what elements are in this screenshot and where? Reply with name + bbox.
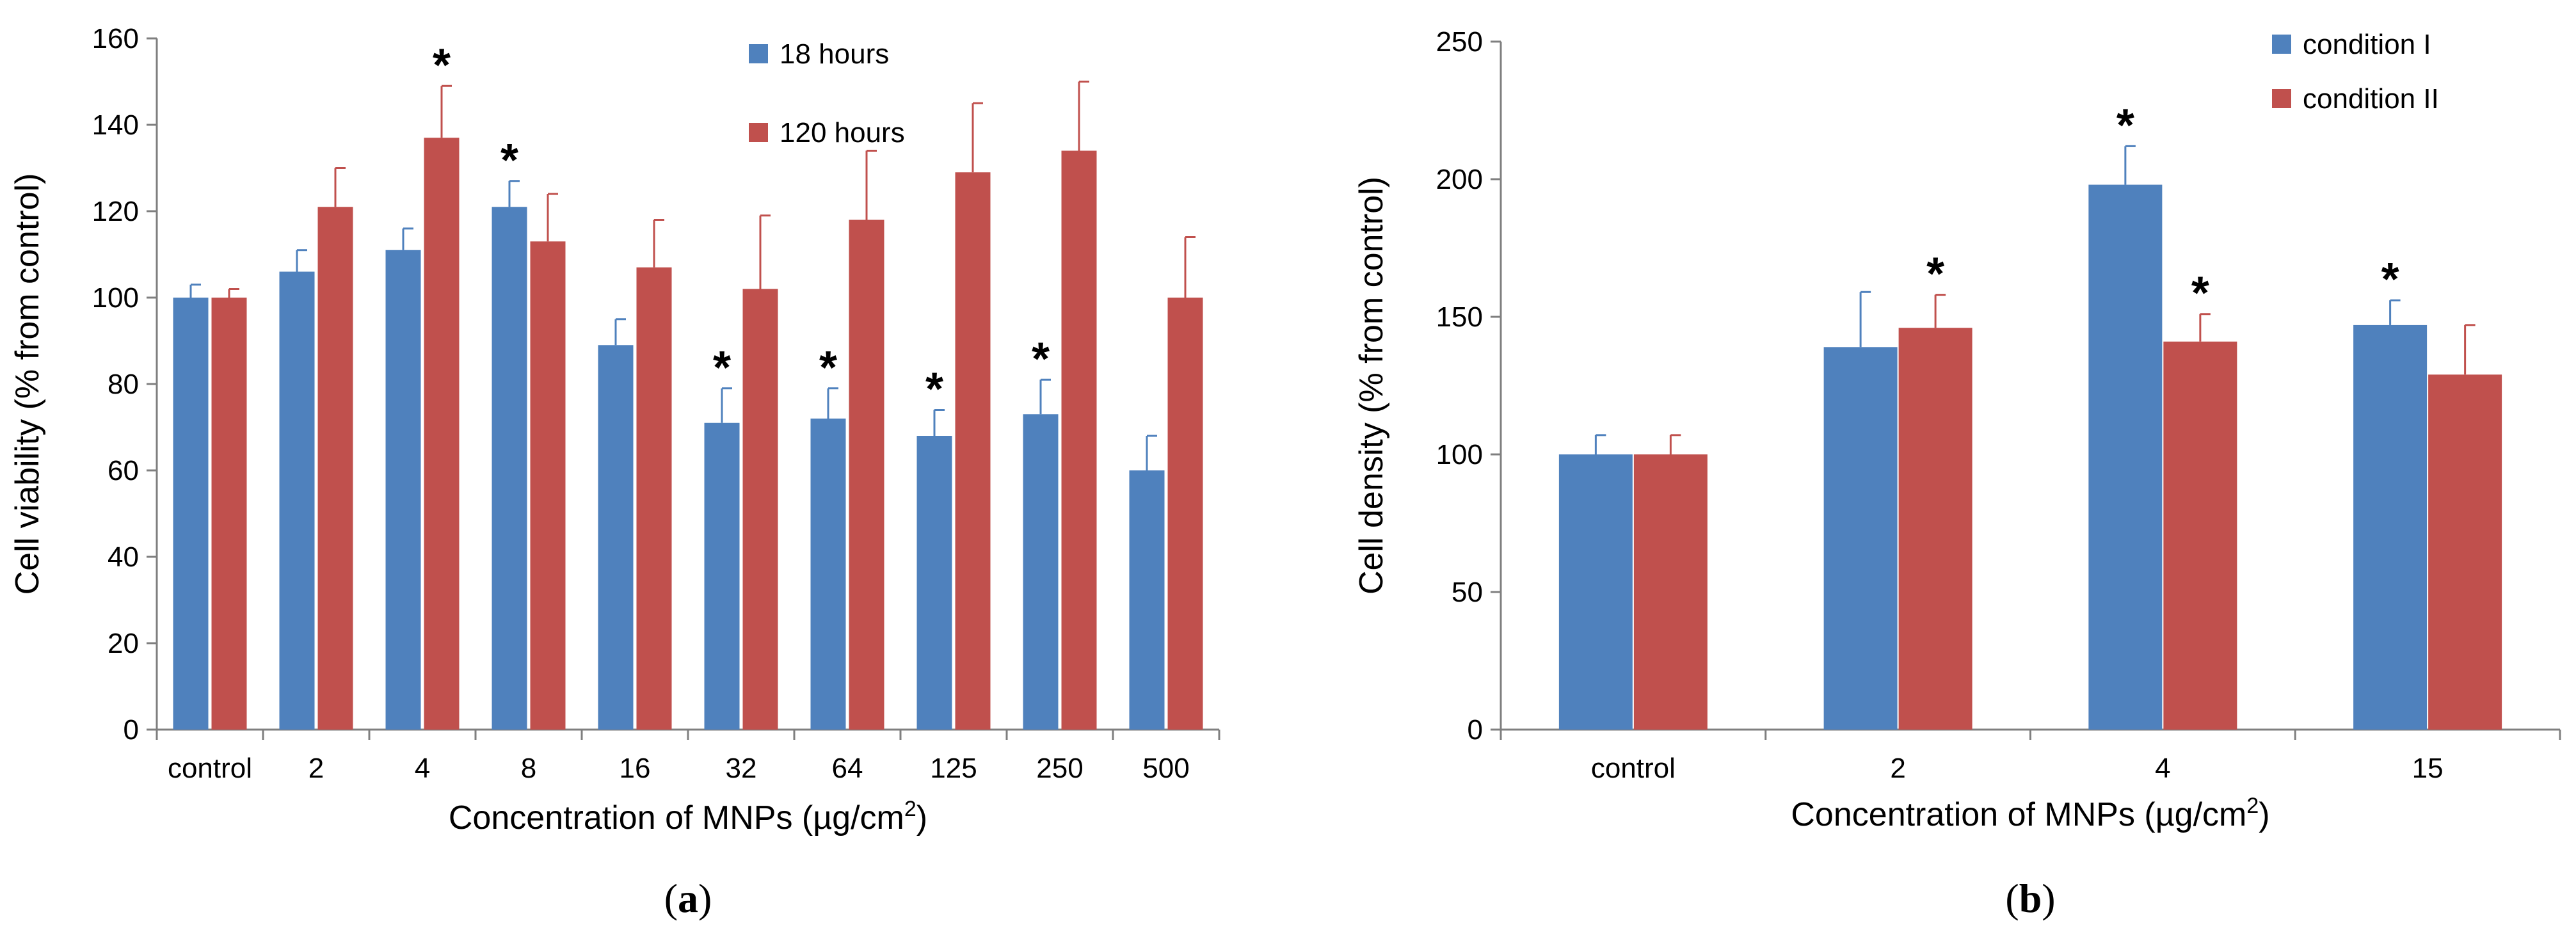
y-tick-label: 0: [1468, 714, 1483, 746]
bar: [385, 250, 421, 730]
significance-star: *: [1926, 249, 1944, 300]
bar: [1023, 414, 1059, 730]
bar: [2353, 324, 2428, 730]
legend-label: 120 hours: [780, 117, 905, 148]
bar: [2088, 184, 2163, 730]
bar: [211, 298, 247, 730]
bar: [492, 207, 527, 730]
x-tick-label: 250: [1036, 753, 1083, 784]
significance-star: *: [713, 342, 731, 394]
x-axis-title: Concentration of MNPs (µg/cm2): [1791, 794, 2269, 833]
significance-star: *: [925, 364, 943, 415]
x-tick-label: 4: [2155, 753, 2170, 784]
bar: [916, 436, 952, 730]
bar: [424, 138, 460, 730]
bar: [279, 271, 315, 730]
y-tick-label: 120: [92, 196, 139, 227]
y-tick-label: 150: [1436, 301, 1483, 333]
y-tick-label: 0: [124, 714, 139, 746]
bar: [1823, 347, 1898, 730]
bar: [810, 419, 846, 730]
bar: [742, 289, 778, 730]
x-tick-label: 2: [1890, 753, 1905, 784]
bar: [636, 267, 672, 730]
legend-swatch: [2272, 35, 2291, 54]
significance-star: *: [819, 342, 837, 394]
y-tick-label: 100: [1436, 439, 1483, 470]
x-tick-label: 64: [832, 753, 863, 784]
legend-swatch: [749, 123, 768, 142]
panel-label: (b): [2005, 876, 2055, 921]
y-tick-label: 140: [92, 109, 139, 141]
x-tick-label: 4: [415, 753, 430, 784]
significance-star: *: [1032, 333, 1050, 385]
legend-swatch: [749, 44, 768, 63]
bar: [530, 241, 566, 730]
y-tick-label: 200: [1436, 164, 1483, 195]
chart-panel-a: 0 20 40 60 80 100 120 140 160 control 2 4 8 16 32 64 125…: [9, 23, 1220, 921]
x-tick-label: 32: [726, 753, 757, 784]
legend-label: 18 hours: [780, 38, 889, 70]
panel-label: (a): [664, 876, 712, 921]
x-tick-label: 8: [521, 753, 536, 784]
y-tick-label: 40: [108, 541, 139, 573]
significance-star: *: [2381, 254, 2399, 305]
y-tick-label: 160: [92, 23, 139, 54]
legend-label: condition I: [2303, 29, 2431, 60]
x-tick-label: control: [168, 753, 252, 784]
chart-panel-b: 0 50 100 150 200 250 control 2 4 15 * * * * condition …: [1353, 26, 2561, 921]
bar: [1129, 470, 1165, 730]
significance-star: *: [433, 40, 451, 91]
bar: [598, 345, 634, 730]
y-tick-label: 50: [1452, 577, 1483, 608]
y-tick-label: 80: [108, 369, 139, 400]
x-tick-label: control: [1591, 753, 1676, 784]
bar: [1061, 150, 1097, 730]
bar: [2428, 374, 2502, 730]
legend-label: condition II: [2303, 83, 2439, 115]
bar: [955, 172, 991, 730]
x-axis-title: Concentration of MNPs (µg/cm2): [449, 797, 927, 836]
x-tick-label: 16: [620, 753, 651, 784]
y-tick-label: 100: [92, 282, 139, 314]
y-tick-label: 20: [108, 628, 139, 659]
y-axis-title: Cell viability (% from control): [9, 173, 46, 595]
significance-star: *: [2191, 268, 2209, 319]
bar: [1633, 454, 1708, 730]
x-tick-label: 500: [1142, 753, 1189, 784]
significance-star: *: [500, 135, 518, 186]
significance-star: *: [2116, 100, 2134, 151]
bar: [849, 220, 884, 730]
bar: [1558, 454, 1633, 730]
x-tick-label: 15: [2412, 753, 2444, 784]
legend-swatch: [2272, 89, 2291, 108]
y-tick-label: 60: [108, 455, 139, 486]
y-tick-label: 250: [1436, 26, 1483, 58]
bar: [173, 298, 209, 730]
bar: [317, 207, 353, 730]
bar: [2163, 341, 2237, 730]
bar: [1898, 328, 1972, 730]
bar: [704, 422, 740, 730]
x-tick-label: 2: [308, 753, 324, 784]
y-axis-title: Cell density (% from control): [1353, 177, 1390, 595]
x-tick-label: 125: [930, 753, 977, 784]
bar: [1167, 298, 1203, 730]
